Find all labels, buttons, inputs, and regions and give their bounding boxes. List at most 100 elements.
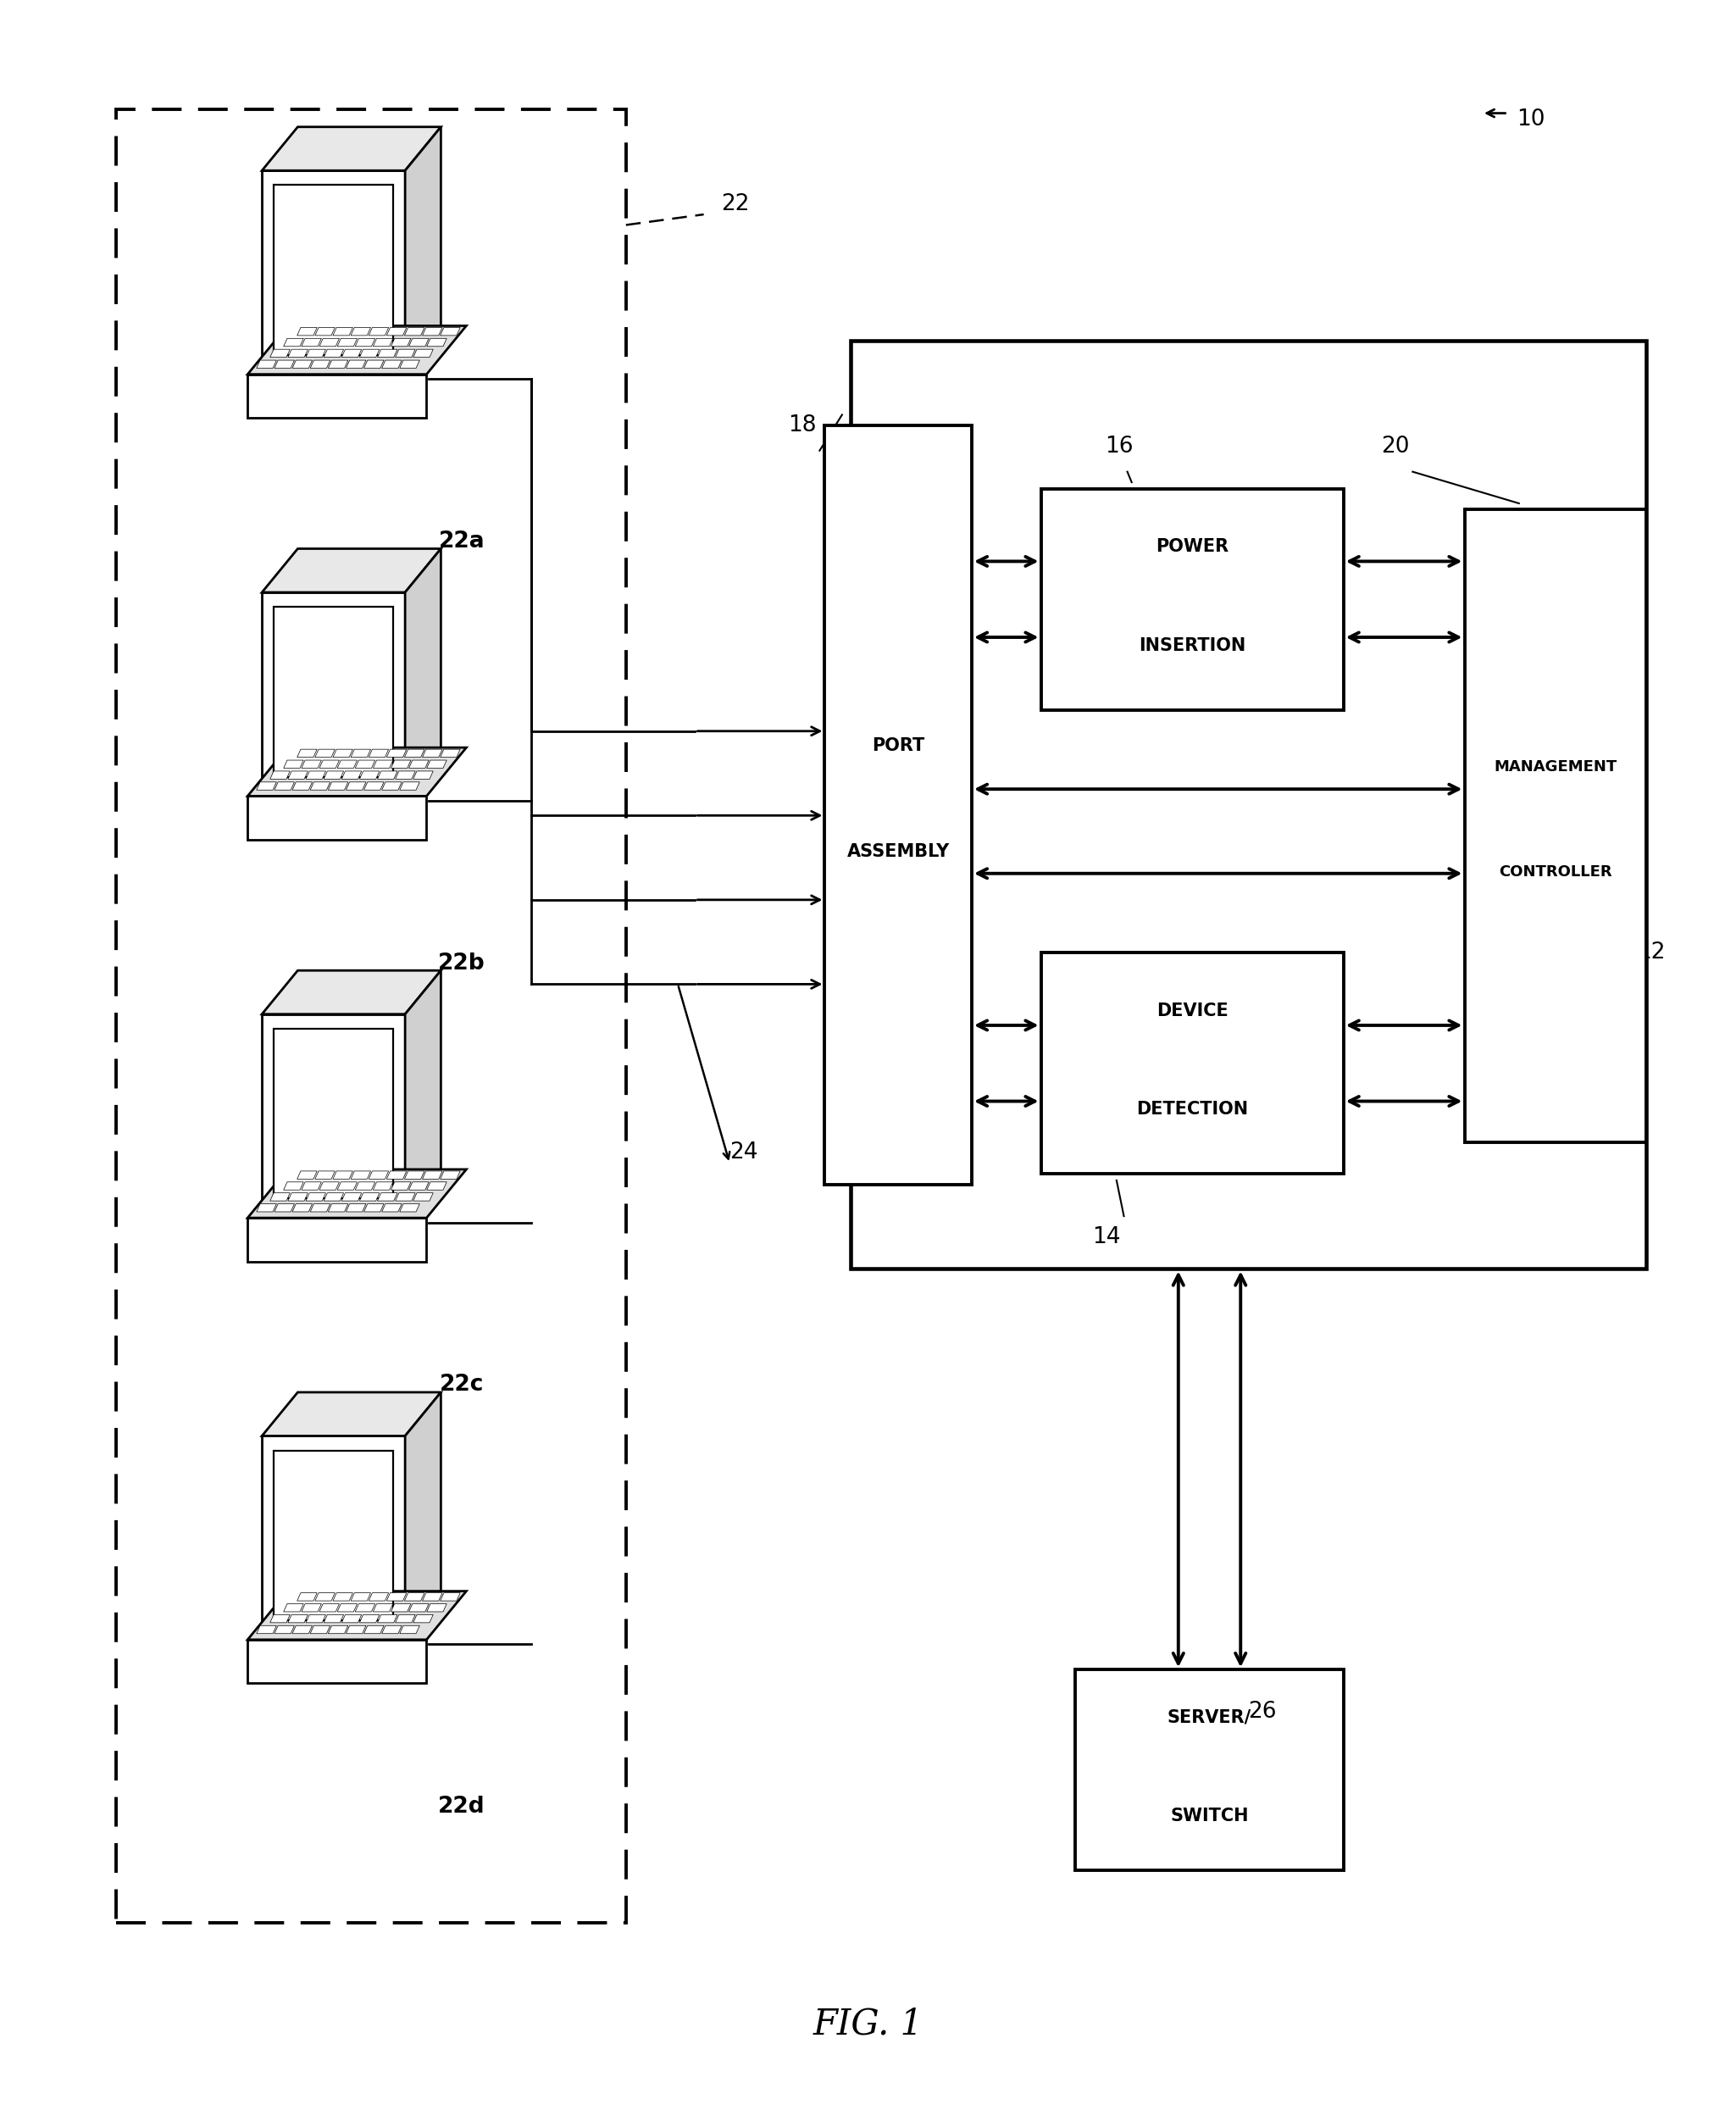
Bar [851, 341, 1646, 1270]
Polygon shape [302, 1604, 321, 1612]
Polygon shape [387, 1593, 406, 1602]
Polygon shape [413, 349, 432, 358]
Polygon shape [288, 1193, 307, 1202]
Polygon shape [404, 1593, 424, 1602]
Text: ASSEMBLY: ASSEMBLY [847, 842, 950, 859]
Polygon shape [422, 1593, 443, 1602]
Polygon shape [365, 1204, 384, 1212]
Polygon shape [271, 770, 290, 779]
Text: SERVER/: SERVER/ [1167, 1708, 1252, 1725]
Polygon shape [325, 1615, 344, 1623]
Polygon shape [387, 749, 406, 758]
Polygon shape [262, 548, 441, 592]
Polygon shape [359, 1615, 380, 1623]
Polygon shape [248, 796, 427, 840]
Text: 26: 26 [1248, 1701, 1276, 1722]
Polygon shape [382, 1625, 401, 1634]
Polygon shape [396, 1193, 415, 1202]
Polygon shape [342, 1193, 361, 1202]
Polygon shape [373, 760, 392, 768]
Polygon shape [319, 1183, 339, 1189]
Polygon shape [248, 1591, 467, 1640]
Text: 20: 20 [1382, 436, 1410, 457]
Polygon shape [368, 749, 389, 758]
Polygon shape [368, 328, 389, 336]
Polygon shape [399, 360, 420, 368]
Polygon shape [328, 360, 347, 368]
Polygon shape [248, 326, 467, 375]
Polygon shape [399, 783, 420, 789]
Polygon shape [262, 1437, 404, 1636]
Polygon shape [427, 1183, 446, 1189]
Polygon shape [399, 1625, 420, 1634]
Polygon shape [306, 770, 326, 779]
Text: FIG. 1: FIG. 1 [812, 2006, 924, 2042]
Polygon shape [345, 360, 366, 368]
Polygon shape [333, 749, 352, 758]
Polygon shape [271, 349, 290, 358]
Polygon shape [319, 1604, 339, 1612]
Polygon shape [377, 770, 398, 779]
Polygon shape [368, 1170, 389, 1179]
Polygon shape [342, 1615, 361, 1623]
Polygon shape [391, 339, 411, 347]
Polygon shape [377, 1615, 398, 1623]
Bar [1465, 510, 1646, 1143]
Polygon shape [404, 328, 424, 336]
Polygon shape [337, 760, 358, 768]
Polygon shape [302, 1183, 321, 1189]
Polygon shape [427, 339, 446, 347]
Polygon shape [314, 1170, 335, 1179]
Text: PORT: PORT [871, 736, 925, 753]
Text: 22c: 22c [439, 1373, 484, 1397]
Polygon shape [333, 1170, 352, 1179]
Polygon shape [311, 783, 330, 789]
Polygon shape [325, 770, 344, 779]
Polygon shape [288, 770, 307, 779]
Polygon shape [441, 1170, 460, 1179]
Text: 10: 10 [1516, 108, 1545, 131]
Polygon shape [356, 339, 375, 347]
Polygon shape [333, 1593, 352, 1602]
Polygon shape [365, 783, 384, 789]
Polygon shape [328, 783, 347, 789]
Polygon shape [248, 1170, 467, 1219]
Bar [1042, 489, 1344, 711]
Polygon shape [306, 1193, 326, 1202]
Polygon shape [377, 349, 398, 358]
Polygon shape [373, 339, 392, 347]
Polygon shape [262, 1014, 404, 1212]
Polygon shape [342, 770, 361, 779]
Polygon shape [302, 760, 321, 768]
Polygon shape [359, 349, 380, 358]
Polygon shape [359, 1193, 380, 1202]
Polygon shape [422, 1170, 443, 1179]
Polygon shape [311, 360, 330, 368]
Polygon shape [351, 1170, 372, 1179]
Polygon shape [274, 1449, 392, 1621]
Polygon shape [297, 1170, 318, 1179]
Polygon shape [311, 1625, 330, 1634]
Polygon shape [441, 1593, 460, 1602]
Polygon shape [404, 971, 441, 1212]
Text: 24: 24 [729, 1143, 759, 1164]
Bar [825, 425, 972, 1185]
Polygon shape [396, 349, 415, 358]
Polygon shape [410, 760, 429, 768]
Polygon shape [292, 360, 312, 368]
Polygon shape [274, 360, 295, 368]
Polygon shape [345, 1204, 366, 1212]
Polygon shape [292, 1625, 312, 1634]
Polygon shape [302, 339, 321, 347]
Text: DEVICE: DEVICE [1156, 1003, 1227, 1020]
Text: INSERTION: INSERTION [1139, 637, 1246, 654]
Polygon shape [413, 1193, 432, 1202]
Polygon shape [311, 1204, 330, 1212]
Polygon shape [306, 1615, 326, 1623]
Polygon shape [396, 1615, 415, 1623]
Text: DETECTION: DETECTION [1135, 1100, 1248, 1117]
Polygon shape [356, 1183, 375, 1189]
Polygon shape [283, 1604, 304, 1612]
Text: 12: 12 [1637, 942, 1667, 963]
Polygon shape [351, 749, 372, 758]
